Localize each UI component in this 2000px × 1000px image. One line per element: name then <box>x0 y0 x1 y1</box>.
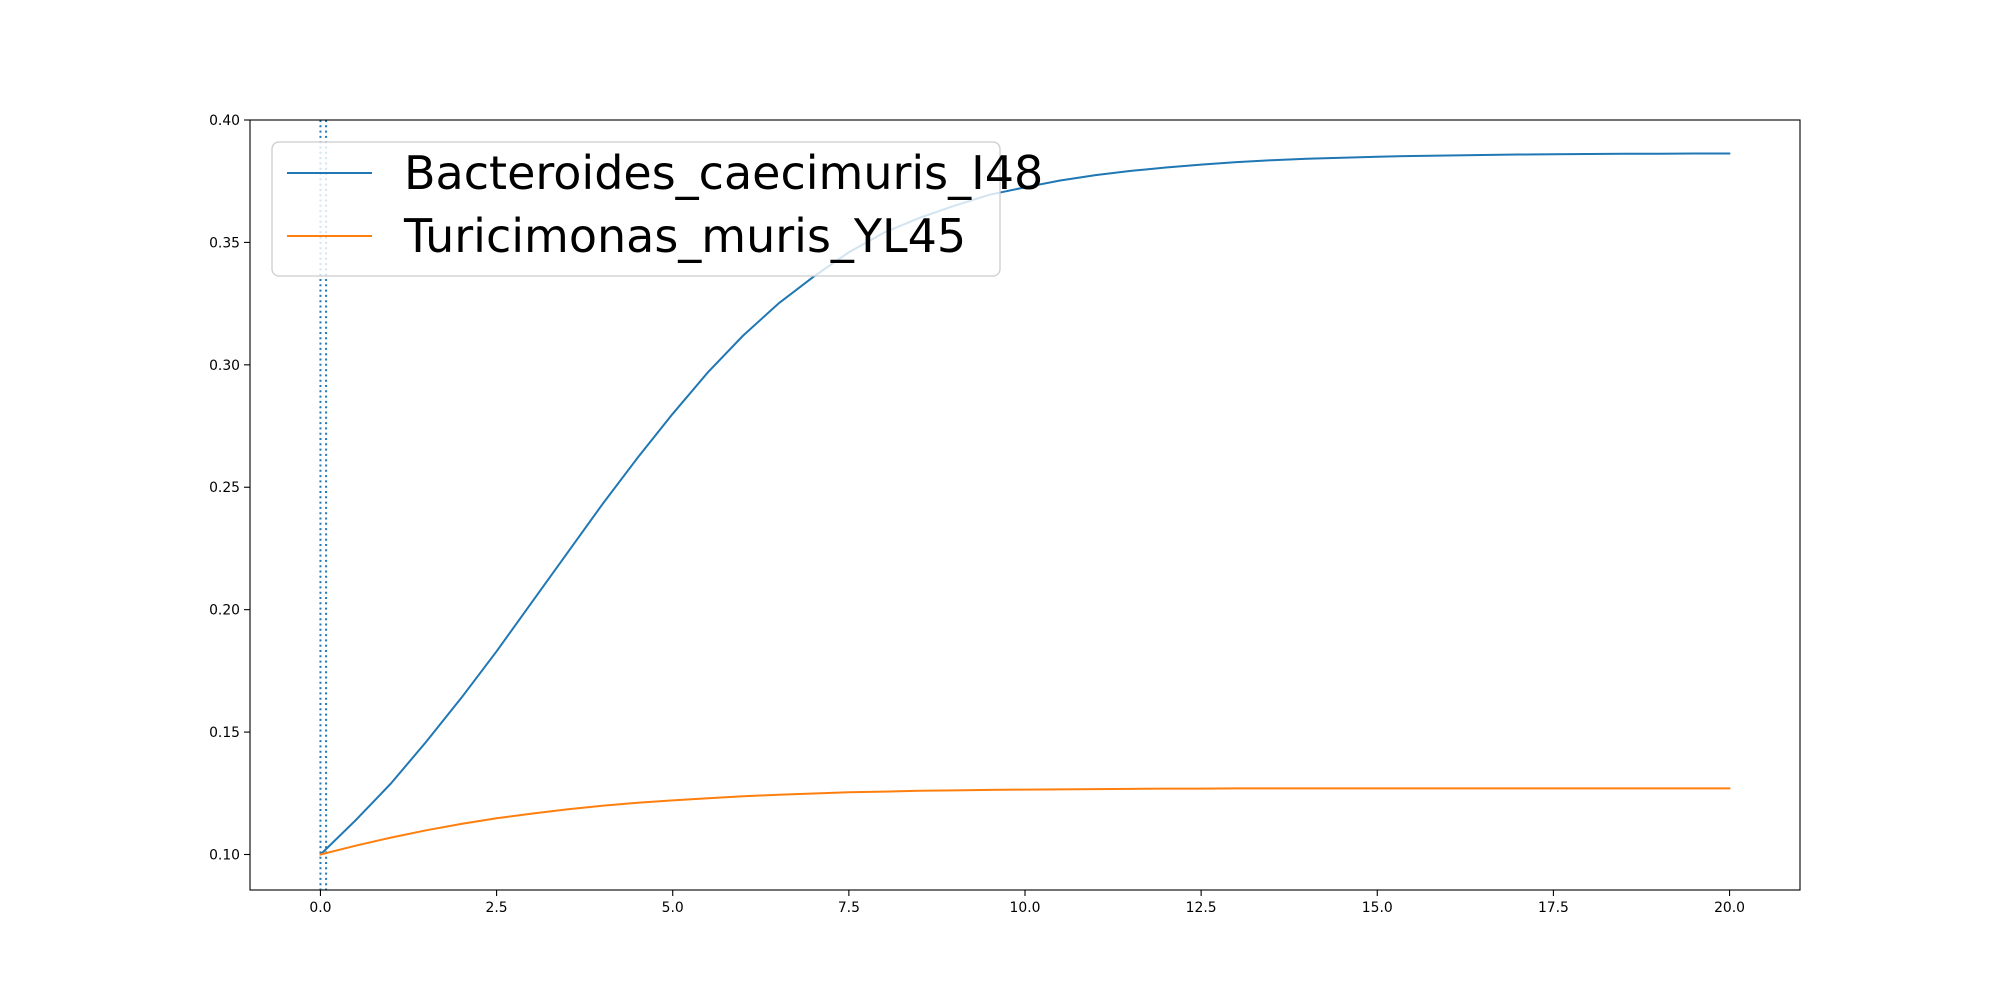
y-tick-label: 0.20 <box>209 603 240 619</box>
y-tick-label: 0.10 <box>209 847 240 863</box>
x-tick-label: 20.0 <box>1714 900 1745 916</box>
y-tick-label: 0.30 <box>209 358 240 374</box>
y-tick-label: 0.15 <box>209 725 240 741</box>
y-tick-label: 0.25 <box>209 480 240 496</box>
x-tick-label: 5.0 <box>662 900 684 916</box>
y-axis: 0.10 0.15 0.20 0.25 0.30 0.35 0.40 <box>209 113 250 863</box>
legend-label-turicimonas: Turicimonas_muris_YL45 <box>403 209 966 263</box>
y-tick-label: 0.35 <box>209 235 240 251</box>
series-line-1 <box>319 787 1731 856</box>
x-tick-label: 17.5 <box>1538 900 1569 916</box>
legend-label-bacteroides: Bacteroides_caecimuris_I48 <box>404 146 1043 200</box>
x-tick-label: 2.5 <box>486 900 508 916</box>
x-tick-label: 10.0 <box>1010 900 1041 916</box>
x-tick-label: 12.5 <box>1186 900 1217 916</box>
series-layer <box>319 152 1731 856</box>
x-axis: 0.0 2.5 5.0 7.5 10.0 12.5 15.0 17.5 20.0 <box>309 890 1745 916</box>
y-tick-label: 0.40 <box>209 113 240 129</box>
series-line-0 <box>319 152 1731 856</box>
x-tick-label: 7.5 <box>838 900 860 916</box>
legend: Bacteroides_caecimuris_I48 Turicimonas_m… <box>271 141 1043 277</box>
x-tick-label: 15.0 <box>1362 900 1393 916</box>
x-tick-label: 0.0 <box>309 900 331 916</box>
legend-box <box>271 141 1001 277</box>
